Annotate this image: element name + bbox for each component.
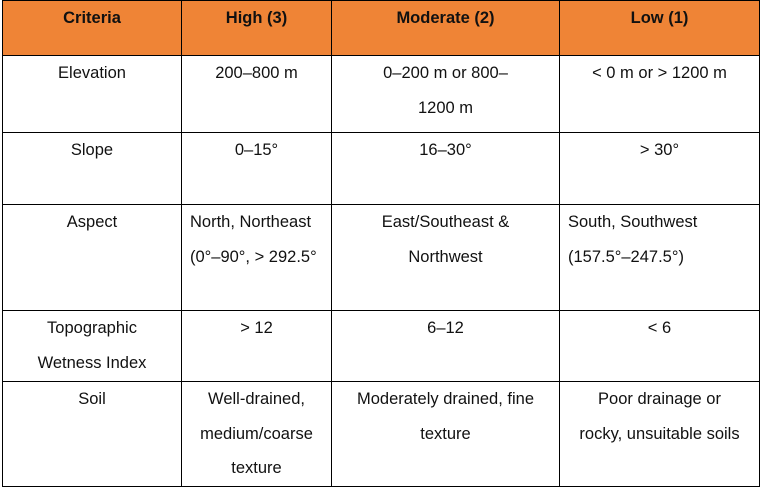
- moderate-cell: 16–30°: [331, 132, 560, 205]
- table-header-row: Criteria High (3) Moderate (2) Low (1): [2, 0, 760, 56]
- high-cell: 200–800 m: [181, 55, 332, 133]
- low-cell: Poor drainage or rocky, unsuitable soils: [559, 381, 760, 487]
- high-cell: 0–15°: [181, 132, 332, 205]
- table-row: Slope 0–15° 16–30° > 30°: [2, 132, 760, 205]
- header-criteria: Criteria: [2, 0, 182, 56]
- table-row: Aspect North, Northeast (0°–90°, > 292.5…: [2, 204, 760, 311]
- table-row: Topographic Wetness Index > 12 6–12 < 6: [2, 310, 760, 382]
- low-cell: < 6: [559, 310, 760, 382]
- moderate-cell: Moderately drained, fine texture: [331, 381, 560, 487]
- high-cell: > 12: [181, 310, 332, 382]
- criteria-cell: Elevation: [2, 55, 182, 133]
- moderate-cell: 6–12: [331, 310, 560, 382]
- criteria-cell: Topographic Wetness Index: [2, 310, 182, 382]
- low-cell: South, Southwest (157.5°–247.5°): [559, 204, 760, 311]
- low-cell: < 0 m or > 1200 m: [559, 55, 760, 133]
- header-low: Low (1): [559, 0, 760, 56]
- high-cell: Well-drained, medium/coarse texture: [181, 381, 332, 487]
- criteria-cell: Soil: [2, 381, 182, 487]
- moderate-cell: 0–200 m or 800–1200 m: [331, 55, 560, 133]
- header-high: High (3): [181, 0, 332, 56]
- header-moderate: Moderate (2): [331, 0, 560, 56]
- moderate-cell: East/Southeast & Northwest: [331, 204, 560, 311]
- table-row: Soil Well-drained, medium/coarse texture…: [2, 381, 760, 487]
- table-row: Elevation 200–800 m 0–200 m or 800–1200 …: [2, 55, 760, 133]
- criteria-cell: Aspect: [2, 204, 182, 311]
- low-cell: > 30°: [559, 132, 760, 205]
- criteria-cell: Slope: [2, 132, 182, 205]
- high-cell: North, Northeast (0°–90°, > 292.5°: [181, 204, 332, 311]
